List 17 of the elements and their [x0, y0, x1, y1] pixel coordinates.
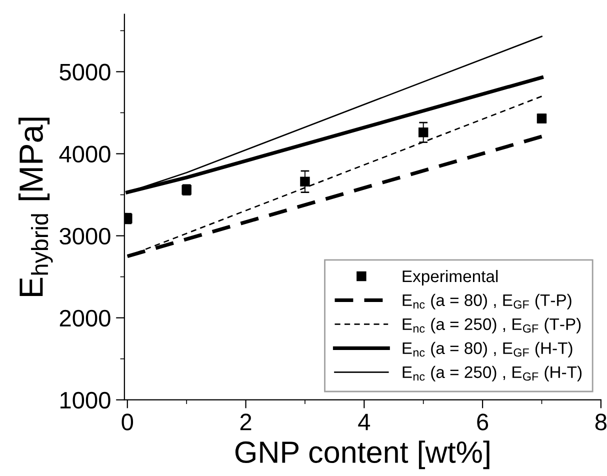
x-tick-label: 8 [595, 414, 606, 430]
x-axis-title: GNP content [wt%] [235, 440, 490, 470]
y-tick-label: 4000 [59, 146, 110, 163]
legend-label: E$_{nc}$ (a = 80) , E$_{GF}$ (T-P) [402, 294, 572, 310]
x-tick-label: 6 [477, 414, 488, 430]
y-tick-label: 5000 [60, 64, 110, 80]
x-tick-label: 2 [240, 414, 252, 430]
y-tick-label: 2000 [60, 310, 110, 327]
legend-label: E$_{nc}$ (a = 250) , E$_{GF}$ (T-P) [402, 318, 581, 334]
x-tick-label: 4 [358, 414, 370, 430]
legend-label: E$_{nc}$ (a = 250) , E$_{GF}$ (H-T) [402, 366, 582, 382]
y-axis-title: E$_{hybrid}$ [MPa] [18, 118, 53, 296]
x-tick-label: 0 [122, 414, 134, 430]
y-tick-label: 1000 [60, 392, 110, 409]
legend-label: E$_{nc}$ (a = 80) , E$_{GF}$ (H-T) [402, 342, 572, 358]
legend-label: Experimental [402, 270, 498, 286]
y-tick-label: 3000 [60, 228, 110, 245]
